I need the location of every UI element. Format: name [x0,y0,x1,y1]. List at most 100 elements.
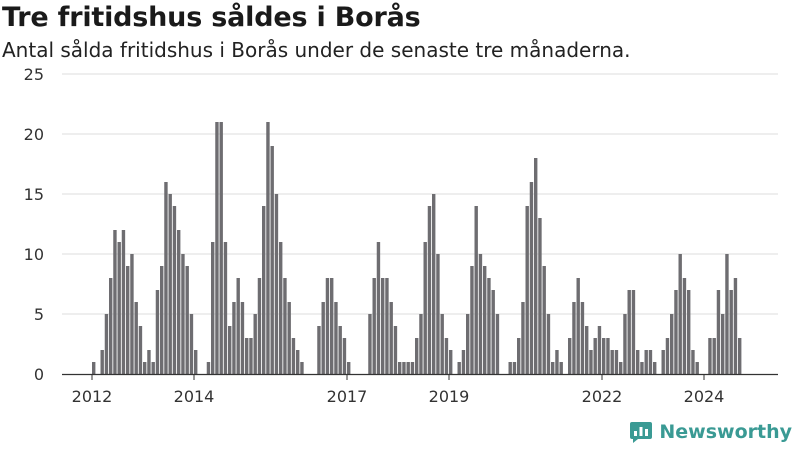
bar [283,278,287,374]
bar [342,338,347,374]
bar [636,350,640,374]
bar [440,314,444,374]
bar [508,362,512,374]
bar [138,326,143,374]
bar [287,302,291,374]
bar [483,266,487,374]
bar [164,182,168,374]
bar [674,290,678,374]
bar [223,242,228,374]
bar [296,350,300,374]
bar [593,338,597,374]
bar [521,302,525,374]
newsworthy-logo-icon [630,422,653,443]
bar [478,254,483,374]
bars [92,122,742,374]
bar [368,314,372,374]
bar [143,362,147,374]
y-tick-label: 15 [24,185,44,204]
bar [427,206,432,374]
bar [155,290,160,374]
bar [529,182,534,374]
bar [415,338,419,374]
bar [117,242,121,374]
x-tick-label: 2014 [174,387,215,406]
bar [474,206,478,374]
bar [389,302,393,374]
bar [682,278,687,374]
bar [449,350,453,374]
bar [470,266,474,374]
bar [279,242,283,374]
bar [317,326,321,374]
bar-chart: 0 5 10 15 20 25 3 2012 2014 2017 2019 2022 2024 [24,0,778,406]
bar [100,350,104,374]
bar [491,290,495,374]
y-tick-label: 10 [24,245,44,264]
bar [194,350,198,374]
bar [725,254,729,374]
bar [253,314,257,374]
bar [733,278,738,374]
bar [661,350,665,374]
bar [721,314,725,374]
bar [606,338,610,374]
bar [325,278,330,374]
bar [738,338,742,374]
bar [393,326,398,374]
data-label: 3 [747,0,757,4]
bar [109,278,113,374]
bar [597,326,602,374]
bar [249,338,253,374]
bar [716,290,721,374]
x-tick-label: 2024 [684,387,725,406]
bar [121,230,126,374]
bar [729,290,733,374]
bar [334,302,338,374]
bar [151,362,155,374]
bar [228,326,232,374]
bar [712,338,716,374]
bar [568,338,572,374]
bar [457,362,461,374]
bar [687,290,691,374]
bar [695,362,699,374]
bar [245,338,249,374]
bar [92,362,96,374]
bar [678,254,682,374]
y-tick-label: 25 [24,65,44,84]
bar [585,326,589,374]
bar [580,302,585,374]
bar [274,194,279,374]
bar [461,350,466,374]
bar [219,122,223,374]
bar [670,314,674,374]
bar [555,350,559,374]
bar [576,278,580,374]
bar [177,230,181,374]
bar [266,122,270,374]
bar [385,278,389,374]
bar [691,350,695,374]
bar [147,350,151,374]
bar [610,350,614,374]
bar [708,338,712,374]
bar [211,242,215,374]
bar [410,362,415,374]
bar [559,362,563,374]
bar [181,254,185,374]
bar [551,362,555,374]
x-tick-label: 2022 [582,387,623,406]
chart-title: Tre fritidshus såldes i Borås [2,2,421,33]
bar [436,254,440,374]
bar [376,242,381,374]
bar [262,206,266,374]
bar [466,314,470,374]
bar [406,362,410,374]
bar [134,302,138,374]
bar [206,362,211,374]
bar [487,278,491,374]
bar [300,362,304,374]
bar [160,266,164,374]
bar [402,362,406,374]
